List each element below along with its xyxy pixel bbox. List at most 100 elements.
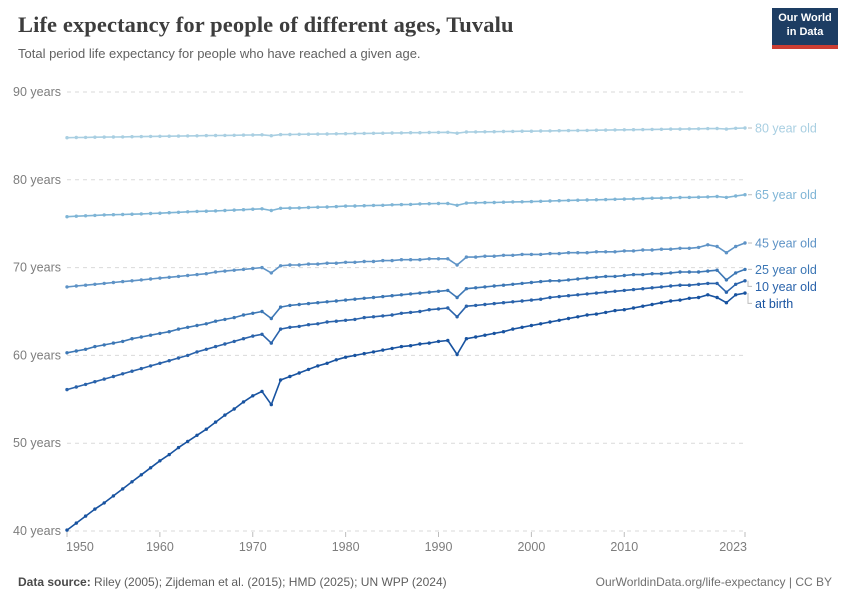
series-label-10-year-old[interactable]: 10 year old: [755, 280, 817, 294]
series-point-65-year-old: [251, 207, 255, 211]
series-point-80-year-old: [724, 127, 729, 131]
series-point-80-year-old: [167, 134, 171, 138]
series-label-80-year-old[interactable]: 80 year old: [755, 121, 817, 135]
series-point-65-year-old: [65, 215, 69, 219]
series-point-65-year-old: [334, 204, 338, 209]
series-point-45-year-old: [604, 250, 608, 254]
series-point-10-year-old: [687, 283, 691, 287]
series-point-25-year-old: [715, 268, 719, 272]
series-label-65-year-old[interactable]: 65 year old: [755, 188, 817, 202]
series-point-65-year-old: [418, 202, 422, 206]
series-line-at-birth[interactable]: [66, 292, 746, 531]
series-point-65-year-old: [678, 195, 682, 200]
series-point-65-year-old: [529, 199, 534, 204]
series-line-25-year-old[interactable]: [66, 268, 746, 354]
series-point-10-year-old: [269, 341, 273, 345]
series-point-at-birth: [158, 459, 162, 463]
series-point-25-year-old: [734, 271, 738, 275]
series-point-10-year-old: [148, 364, 153, 368]
series-point-80-year-old: [102, 135, 106, 139]
footer-citation-link[interactable]: OurWorldinData.org/life-expectancy | CC …: [595, 575, 832, 589]
series-point-at-birth: [659, 301, 664, 305]
series-point-45-year-old: [724, 251, 729, 255]
series-point-25-year-old: [111, 341, 116, 345]
series-point-10-year-old: [223, 342, 227, 346]
series-point-45-year-old: [278, 264, 283, 268]
series-point-45-year-old: [325, 261, 329, 265]
series-label-at-birth[interactable]: at birth: [755, 297, 793, 311]
series-point-25-year-old: [213, 319, 218, 323]
series-point-25-year-old: [418, 291, 422, 295]
series-point-65-year-old: [102, 213, 106, 217]
series-point-10-year-old: [650, 286, 654, 290]
series-point-10-year-old: [167, 359, 171, 363]
series-point-at-birth: [102, 501, 106, 505]
series-point-80-year-old: [678, 127, 682, 131]
series-point-at-birth: [548, 320, 552, 324]
series-point-65-year-old: [399, 202, 404, 207]
series-point-65-year-old: [176, 210, 181, 214]
series-point-25-year-old: [334, 299, 338, 303]
series-point-25-year-old: [539, 279, 543, 284]
series-point-25-year-old: [343, 298, 348, 302]
series-line-10-year-old[interactable]: [66, 280, 746, 391]
series-point-10-year-old: [520, 299, 524, 303]
series-point-at-birth: [734, 293, 738, 297]
series-point-65-year-old: [186, 210, 190, 214]
series-label-25-year-old[interactable]: 25 year old: [755, 263, 817, 277]
series-point-at-birth: [353, 353, 357, 358]
series-point-25-year-old: [74, 349, 79, 353]
series-point-45-year-old: [176, 274, 181, 279]
series-point-45-year-old: [446, 257, 450, 261]
series-point-at-birth: [418, 342, 422, 346]
series-point-25-year-old: [743, 267, 747, 272]
series-point-at-birth: [241, 400, 246, 404]
series-point-25-year-old: [659, 272, 664, 276]
series-point-45-year-old: [715, 244, 719, 249]
series-point-45-year-old: [241, 267, 246, 272]
series-point-45-year-old: [585, 251, 589, 255]
series-point-45-year-old: [548, 251, 552, 256]
series-point-45-year-old: [260, 265, 264, 270]
series-point-25-year-old: [613, 274, 617, 279]
series-point-at-birth: [622, 308, 626, 312]
series-point-65-year-old: [269, 208, 273, 213]
owid-logo[interactable]: Our World in Data: [772, 8, 838, 49]
y-axis-tick-label: 90 years: [13, 85, 61, 99]
data-source-text: Riley (2005); Zijdeman et al. (2015); HM…: [90, 575, 447, 589]
series-point-25-year-old: [93, 344, 97, 349]
series-point-65-year-old: [501, 200, 506, 204]
series-point-at-birth: [390, 346, 394, 351]
series-point-25-year-old: [501, 283, 506, 287]
series-point-45-year-old: [353, 260, 357, 264]
series-point-65-year-old: [223, 208, 227, 213]
series-point-at-birth: [427, 341, 431, 345]
series-label-45-year-old[interactable]: 45 year old: [755, 237, 817, 251]
series-point-45-year-old: [659, 247, 664, 251]
series-point-at-birth: [260, 389, 264, 394]
series-point-25-year-old: [557, 279, 561, 283]
series-point-25-year-old: [641, 272, 645, 277]
x-axis-tick-label: 2000: [517, 540, 545, 554]
series-point-45-year-old: [288, 263, 292, 267]
series-point-10-year-old: [195, 350, 199, 354]
series-point-at-birth: [223, 413, 227, 417]
series-point-at-birth: [297, 371, 301, 375]
series-point-65-year-old: [631, 197, 636, 201]
series-point-65-year-old: [576, 198, 580, 202]
series-point-10-year-old: [204, 347, 208, 351]
series-point-at-birth: [186, 439, 190, 444]
series-point-at-birth: [371, 350, 376, 354]
series-point-at-birth: [743, 291, 747, 295]
series-point-65-year-old: [381, 203, 385, 207]
series-point-at-birth: [566, 316, 571, 321]
series-point-10-year-old: [557, 294, 561, 299]
series-point-80-year-old: [325, 132, 329, 136]
series-point-80-year-old: [139, 134, 143, 139]
data-source-note: Data source: Riley (2005); Zijdeman et a…: [18, 575, 447, 589]
series-point-45-year-old: [232, 268, 236, 272]
series-point-65-year-old: [139, 212, 143, 216]
series-point-80-year-old: [687, 127, 691, 131]
series-point-10-year-old: [176, 356, 181, 360]
series-point-at-birth: [557, 318, 561, 322]
